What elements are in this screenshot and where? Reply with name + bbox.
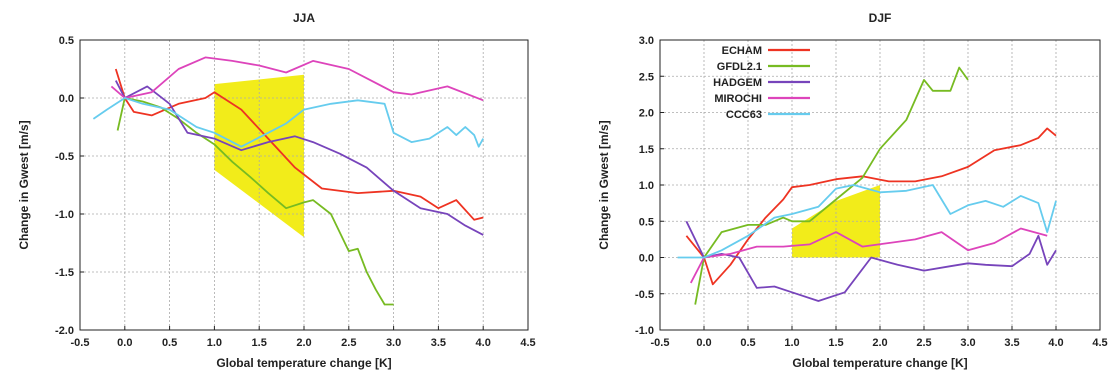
chart1-xtick-label: 4.5 [520, 337, 535, 349]
chart2-legend-label: GFDL2.1 [717, 61, 762, 73]
chart1-xtick-label: 0.5 [162, 337, 177, 349]
chart2-series-line-echam [685, 127, 1057, 286]
chart2-ytick-label: 1.5 [639, 144, 654, 156]
chart1-series-line-ccc63 [92, 97, 484, 148]
chart1-series-line-mirochi [110, 56, 484, 102]
chart2-legend-label: CCC63 [726, 109, 762, 121]
chart2-series-line-ccc63 [677, 184, 1057, 259]
chart1-ytick-label: -1.5 [55, 267, 74, 279]
chart2-legend-label: HADGEM [713, 77, 762, 89]
chart2-panel: -0.5 0.0 0.5 1.0 1.5 2.0 2.5 3.0 3.5 4.0 4.5-1.0-0… [597, 11, 1108, 370]
chart2-xtick-label: -0.5 [651, 337, 670, 349]
chart2-xtick-label: 2.0 [872, 337, 887, 349]
chart2-ytick-label: 1.0 [639, 180, 654, 192]
chart2-xtick-label: 4.5 [1092, 337, 1107, 349]
chart1-xtick-label: 1.0 [207, 337, 222, 349]
chart2-legend-label: MIROCHI [714, 93, 762, 105]
chart1-series-line-gfdl21 [116, 97, 394, 306]
chart2-xtick-label: 2.5 [916, 337, 931, 349]
chart2-ytick-label: 2.5 [639, 71, 654, 83]
chart1-ytick-label: 0.5 [59, 35, 74, 47]
chart2-ytick-label: 0.5 [639, 216, 654, 228]
chart1-ytick-label: -0.5 [55, 151, 74, 163]
chart1-xtick-label: 0.0 [117, 337, 132, 349]
chart2-y-axis-label: Change in Gwest [m/s] [597, 120, 611, 249]
chart1-title: JJA [293, 11, 315, 25]
chart1-ytick-label: -1.0 [55, 209, 74, 221]
chart1-xtick-label: 2.0 [296, 337, 311, 349]
chart1-ytick-label: 0.0 [59, 93, 74, 105]
chart2-xtick-label: 0.0 [696, 337, 711, 349]
chart2-ytick-label: 2.0 [639, 108, 654, 120]
chart2-xtick-label: 1.0 [784, 337, 799, 349]
chart1-panel: -0.5 0.0 0.5 1.0 1.5 2.0 2.5 3.0 3.5 4.0 4.5 -2.0 -1… [17, 11, 536, 370]
chart1-xtick-label: 1.5 [252, 337, 267, 349]
chart2-legend: ECHAM GFDL2.1 HADGEM MIROCHI CCC63 [713, 45, 810, 121]
chart1-xtick-label: 3.5 [431, 337, 446, 349]
chart2-legend-label: ECHAM [722, 45, 762, 57]
chart2-xtick-label: 4.0 [1048, 337, 1063, 349]
chart2-ytick-label: 3.0 [639, 35, 654, 47]
chart1-series-line-echam [114, 68, 484, 221]
chart2-xtick-label: 3.5 [1004, 337, 1019, 349]
chart2-ytick-label: -1.0 [635, 325, 654, 337]
chart2-ytick-label: -0.5 [635, 289, 654, 301]
chart2-title: DJF [869, 11, 892, 25]
chart1-ytick-label: -2.0 [55, 325, 74, 337]
chart1-y-axis-label: Change in Gwest [m/s] [17, 120, 31, 249]
chart1-series-line-hadgem [115, 80, 484, 236]
chart2-series-line-mirochi [690, 227, 1048, 284]
chart2-xtick-label: 1.5 [828, 337, 843, 349]
chart2-xtick-label: 3.0 [960, 337, 975, 349]
chart1-xtick-label: -0.5 [71, 337, 90, 349]
chart1-xtick-label: 2.5 [341, 337, 356, 349]
chart1-xtick-label: 4.0 [476, 337, 491, 349]
chart2-ytick-label: 0.0 [639, 253, 654, 265]
chart2-x-axis-label: Global temperature change [K] [792, 356, 967, 370]
chart2-series-line-hadgem [685, 220, 1057, 302]
chart2-series-line-gfdl21 [694, 66, 969, 305]
chart1-x-axis-label: Global temperature change [K] [216, 356, 391, 370]
chart2-xtick-label: 0.5 [740, 337, 755, 349]
chart1-xtick-label: 3.0 [386, 337, 401, 349]
